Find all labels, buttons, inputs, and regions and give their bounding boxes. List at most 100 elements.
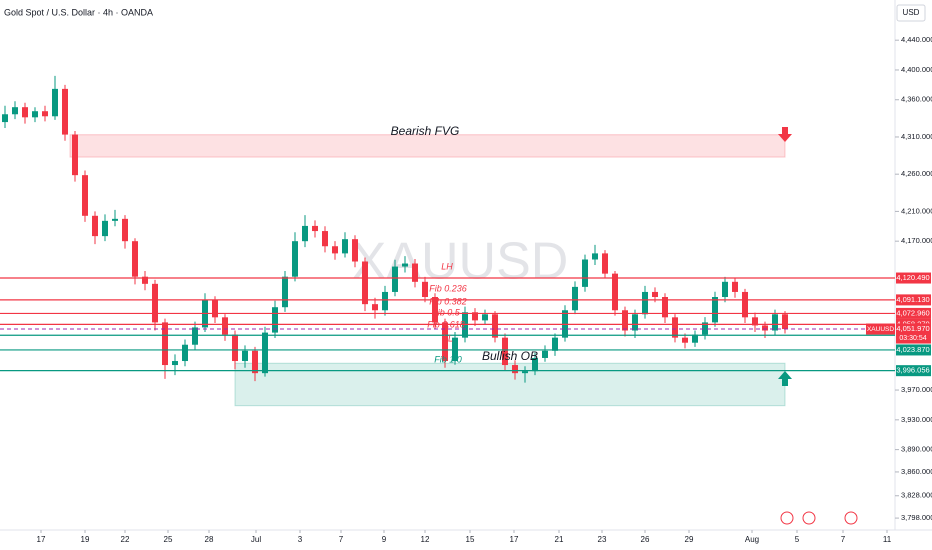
currency: USD xyxy=(903,8,920,17)
y-tick-label: 4,400.000 xyxy=(901,65,932,74)
level-label-box xyxy=(896,294,931,306)
level-label-box xyxy=(896,365,931,377)
candle-body xyxy=(122,218,128,242)
x-tick-label: 3 xyxy=(298,535,303,544)
candle-body xyxy=(332,246,338,254)
candle-body xyxy=(572,286,578,311)
x-tick-label: 21 xyxy=(555,535,564,544)
candle-body xyxy=(32,111,38,118)
event-icon[interactable] xyxy=(844,511,858,525)
x-tick-label: Jul xyxy=(251,535,261,544)
candle-body xyxy=(752,317,758,326)
candle-body xyxy=(102,220,108,237)
candle-body xyxy=(502,337,508,366)
candle-body xyxy=(722,281,728,298)
level-label-box xyxy=(896,272,931,284)
candle-body xyxy=(92,215,98,237)
candle-body xyxy=(412,263,418,282)
candle-body xyxy=(342,239,348,254)
symbol-tag: XAUUSD xyxy=(867,326,894,333)
event-icon[interactable] xyxy=(780,511,794,525)
candle-body xyxy=(472,312,478,321)
candle-body xyxy=(352,239,358,262)
candle-body xyxy=(222,317,228,335)
y-tick-label: 3,860.000 xyxy=(901,467,932,476)
y-tick-label: 4,310.000 xyxy=(901,132,932,141)
x-tick-label: 19 xyxy=(81,535,90,544)
level-label-box xyxy=(896,344,931,356)
y-tick-label: 4,260.000 xyxy=(901,169,932,178)
candle-body xyxy=(172,361,178,366)
candle-body xyxy=(322,231,328,247)
candle-body xyxy=(152,283,158,323)
candle-body xyxy=(72,134,78,176)
candle-body xyxy=(162,322,168,366)
candle-body xyxy=(132,241,138,277)
candle-body xyxy=(382,291,388,311)
symbol-tag-box xyxy=(866,323,895,335)
annotation: LL xyxy=(443,333,453,343)
x-tick-label: 22 xyxy=(121,535,130,544)
candle-body xyxy=(42,111,48,117)
annotation: LH xyxy=(441,261,453,271)
y-tick-label: 3,828.000 xyxy=(901,491,932,500)
candle-body xyxy=(612,273,618,311)
candle-body xyxy=(62,88,68,135)
zone-label: Bullish OB xyxy=(482,349,538,363)
level-label: 4,120.490 xyxy=(896,273,929,282)
candle-body xyxy=(112,218,118,221)
level-label: 4,072.960 xyxy=(896,308,929,317)
candle-body xyxy=(682,337,688,343)
candle-body xyxy=(552,337,558,351)
candle-body xyxy=(592,253,598,260)
level-label: 3,996.056 xyxy=(896,366,929,375)
x-tick-label: 9 xyxy=(382,535,387,544)
candle-body xyxy=(622,310,628,331)
candle-body xyxy=(542,350,548,358)
watermark: XAUUSD xyxy=(352,233,569,291)
candle-body xyxy=(362,261,368,305)
candle-body xyxy=(632,314,638,331)
candle-body xyxy=(462,312,468,338)
candle-body xyxy=(492,314,498,338)
candle-body xyxy=(192,327,198,345)
candle-body xyxy=(232,334,238,362)
candle-body xyxy=(372,304,378,311)
x-tick-label: 29 xyxy=(685,535,694,544)
event-icon[interactable] xyxy=(802,511,816,525)
x-tick-label: 12 xyxy=(421,535,430,544)
x-tick-label: 5 xyxy=(795,535,800,544)
x-tick-label: 7 xyxy=(841,535,846,544)
candle-body xyxy=(52,88,58,117)
y-tick-label: 4,170.000 xyxy=(901,236,932,245)
y-tick-label: 3,970.000 xyxy=(901,385,932,394)
currency-box[interactable] xyxy=(896,4,926,22)
y-tick-label: 4,210.000 xyxy=(901,206,932,215)
candle-body xyxy=(662,297,668,318)
y-tick-label: 3,930.000 xyxy=(901,415,932,424)
candle-body xyxy=(252,350,258,374)
y-tick-label: 4,360.000 xyxy=(901,95,932,104)
event-icons xyxy=(780,511,858,525)
candle-body xyxy=(712,297,718,323)
candle-body xyxy=(742,291,748,318)
level-label: 4,091.130 xyxy=(896,295,929,304)
candle-body xyxy=(22,107,28,118)
candle-body xyxy=(702,322,708,335)
candle-body xyxy=(642,291,648,315)
annotation: Fib 0.236 xyxy=(429,283,467,293)
candle-body xyxy=(532,357,538,372)
candle-body xyxy=(732,281,738,292)
y-tick-label: 4,440.000 xyxy=(901,35,932,44)
x-tick-label: 26 xyxy=(641,535,650,544)
level-label-box xyxy=(896,307,931,319)
down-arrow xyxy=(778,127,792,142)
candle-body xyxy=(312,225,318,232)
candle-body xyxy=(782,314,788,330)
candle-body xyxy=(582,259,588,287)
zone-label: Bearish FVG xyxy=(391,124,460,138)
candle-body xyxy=(272,307,278,333)
candle-body xyxy=(392,266,398,292)
